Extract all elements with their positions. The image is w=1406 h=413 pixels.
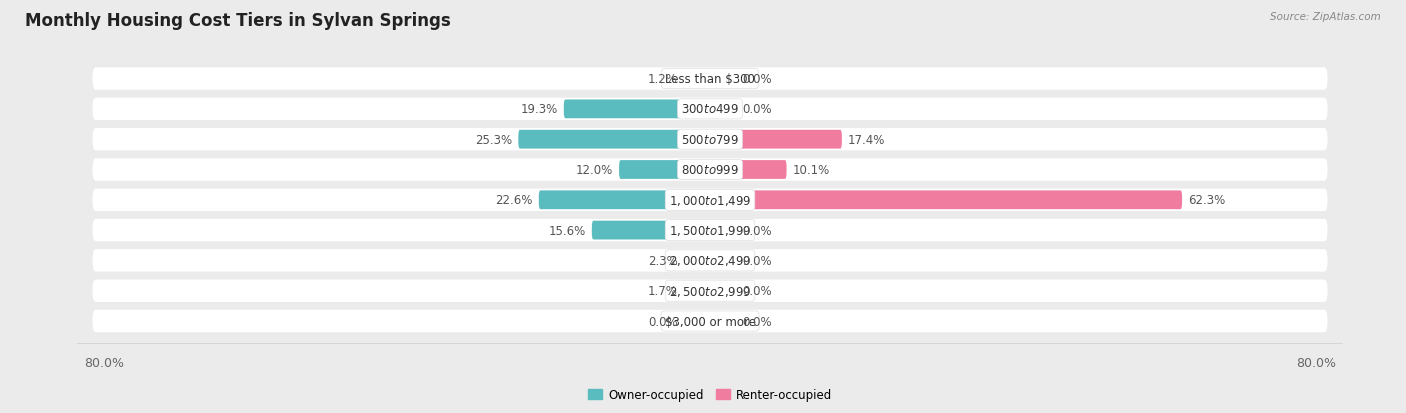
Text: $1,000 to $1,499: $1,000 to $1,499	[669, 193, 751, 207]
Text: 0.0%: 0.0%	[742, 103, 772, 116]
FancyBboxPatch shape	[93, 280, 1327, 302]
FancyBboxPatch shape	[93, 159, 1327, 181]
FancyBboxPatch shape	[683, 252, 710, 270]
Text: $300 to $499: $300 to $499	[681, 103, 740, 116]
Text: 19.3%: 19.3%	[520, 103, 558, 116]
FancyBboxPatch shape	[710, 131, 842, 149]
FancyBboxPatch shape	[538, 191, 710, 210]
FancyBboxPatch shape	[592, 221, 710, 240]
FancyBboxPatch shape	[710, 161, 786, 179]
FancyBboxPatch shape	[710, 252, 737, 270]
Text: 15.6%: 15.6%	[548, 224, 586, 237]
FancyBboxPatch shape	[93, 68, 1327, 90]
Text: $2,000 to $2,499: $2,000 to $2,499	[669, 254, 751, 268]
Text: $2,500 to $2,999: $2,500 to $2,999	[669, 284, 751, 298]
FancyBboxPatch shape	[710, 221, 737, 240]
Text: 0.0%: 0.0%	[742, 315, 772, 328]
FancyBboxPatch shape	[683, 312, 710, 330]
Text: 10.1%: 10.1%	[793, 164, 830, 177]
FancyBboxPatch shape	[710, 282, 737, 300]
Text: 1.2%: 1.2%	[648, 73, 678, 86]
Text: 22.6%: 22.6%	[495, 194, 533, 207]
Text: $800 to $999: $800 to $999	[681, 164, 740, 177]
FancyBboxPatch shape	[93, 249, 1327, 272]
Text: 0.0%: 0.0%	[742, 73, 772, 86]
FancyBboxPatch shape	[710, 100, 737, 119]
FancyBboxPatch shape	[93, 129, 1327, 151]
FancyBboxPatch shape	[619, 161, 710, 179]
Text: 0.0%: 0.0%	[742, 254, 772, 267]
FancyBboxPatch shape	[93, 310, 1327, 332]
Text: $1,500 to $1,999: $1,500 to $1,999	[669, 223, 751, 237]
Text: 1.7%: 1.7%	[648, 285, 678, 297]
FancyBboxPatch shape	[710, 191, 1182, 210]
FancyBboxPatch shape	[683, 70, 710, 89]
FancyBboxPatch shape	[93, 219, 1327, 242]
Text: 17.4%: 17.4%	[848, 133, 886, 146]
FancyBboxPatch shape	[710, 312, 737, 330]
Text: 2.3%: 2.3%	[648, 254, 678, 267]
Text: 62.3%: 62.3%	[1188, 194, 1226, 207]
FancyBboxPatch shape	[564, 100, 710, 119]
Text: 0.0%: 0.0%	[742, 285, 772, 297]
Text: $500 to $799: $500 to $799	[681, 133, 740, 146]
FancyBboxPatch shape	[93, 98, 1327, 121]
Text: 25.3%: 25.3%	[475, 133, 512, 146]
FancyBboxPatch shape	[93, 189, 1327, 211]
FancyBboxPatch shape	[683, 282, 710, 300]
FancyBboxPatch shape	[519, 131, 710, 149]
Legend: Owner-occupied, Renter-occupied: Owner-occupied, Renter-occupied	[583, 383, 837, 406]
Text: 0.0%: 0.0%	[648, 315, 678, 328]
Text: 12.0%: 12.0%	[576, 164, 613, 177]
Text: 0.0%: 0.0%	[742, 224, 772, 237]
Text: Monthly Housing Cost Tiers in Sylvan Springs: Monthly Housing Cost Tiers in Sylvan Spr…	[25, 12, 451, 30]
Text: $3,000 or more: $3,000 or more	[665, 315, 755, 328]
FancyBboxPatch shape	[710, 70, 737, 89]
Text: Less than $300: Less than $300	[665, 73, 755, 86]
Text: Source: ZipAtlas.com: Source: ZipAtlas.com	[1270, 12, 1381, 22]
